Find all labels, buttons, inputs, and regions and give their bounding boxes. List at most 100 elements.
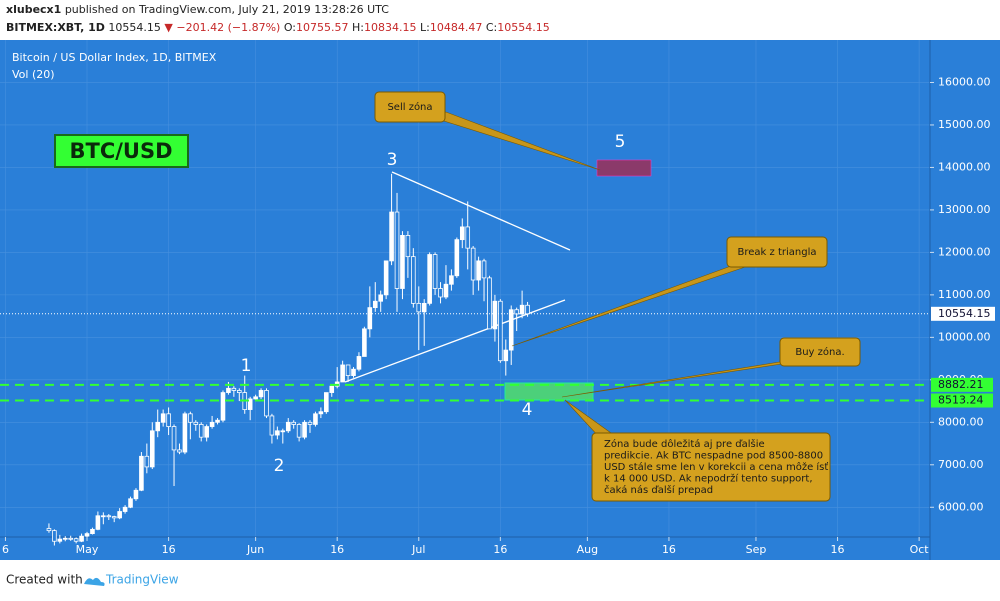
candle-body [68,537,74,540]
candle-body [459,226,465,241]
plot [0,173,930,546]
candle-body [111,516,117,519]
candle-body [351,368,356,376]
candle-body [492,300,498,330]
candle-body [57,538,63,542]
candle-body [525,304,530,315]
candle-body [198,424,204,438]
candle-body [90,528,95,535]
author: xlubecx1 [6,3,61,16]
candle-body [285,421,291,432]
callout-text: Break z triangla [738,247,817,258]
candle-body [144,455,150,468]
candle-body [443,283,449,298]
x-tick-label: 16 [330,543,344,556]
x-tick-label: 16 [831,543,845,556]
callout-box [591,432,831,502]
candle-body [275,430,280,436]
candle-body [302,421,307,438]
candle-body [465,226,471,249]
grid [0,40,930,537]
candle-body [182,413,188,453]
candle-body [177,449,182,453]
wave-label: 5 [615,132,626,152]
candle-body [258,390,264,398]
y-tick-label: 10000.00 [938,330,991,343]
candle-body [519,304,525,315]
candle-body [117,511,122,519]
candle-body [73,538,79,542]
candle-body [411,256,416,304]
price-tag [931,306,995,321]
candle-body [449,275,454,285]
candle-body [432,254,438,289]
y-tick-label: 12000.00 [938,245,991,258]
last: 10554.15 [108,21,161,34]
wave-label: 1 [241,356,252,376]
candle-body [383,260,389,296]
callout-box [779,337,861,367]
candle-body [389,211,394,262]
note-line: čaká nás ďalší prepad [604,484,713,496]
candle-body [313,413,318,425]
x-tick-label: Jul [411,543,425,556]
wave-label: 4 [522,400,533,420]
wave-label: 3 [387,150,398,170]
btc-label: BTC/USD [69,139,172,163]
candle-body [503,349,509,362]
candle-body [160,413,166,423]
candle-body [405,235,411,258]
candle-body [215,419,220,423]
h-label: H: [352,21,364,34]
sell-zone [596,159,652,177]
note: Zóna bude dôležitá aj pre ďalšiepredikci… [604,438,828,496]
x-tick-label: 16 [493,543,507,556]
candle-body [220,392,226,421]
chart-title: Bitcoin / US Dollar Index, 1D, BITMEX [12,51,217,64]
candle-body [155,421,161,432]
candle-body [171,426,177,451]
y-tick-label: 15000.00 [938,118,991,131]
y-tick-label: 13000.00 [938,203,991,216]
candle-body [345,364,351,376]
y-tick-label: 16000.00 [938,75,991,88]
candle-body [84,533,90,537]
l-label: L: [420,21,430,34]
candle-body [247,398,253,410]
candle-body [231,387,237,391]
footer-brand: TradingView [105,573,179,587]
note-line: Zóna bude dôležitá aj pre ďalšie [604,438,765,450]
candle-body [166,413,171,427]
candle-body [106,515,112,518]
candle-body [362,328,367,357]
candle-body [329,385,335,393]
candle-body [356,356,362,370]
candle-body [498,300,503,362]
candle-body [487,277,492,330]
candle-body [438,288,443,298]
note-line: k 14 000 USD. Ak nepodrží tento support, [604,473,813,485]
l: 10484.47 [430,21,483,34]
candle-body [95,515,101,530]
ticker-line: BITMEX:XBT, 1D 10554.15 ▼ −201.42 (−1.87… [6,21,550,34]
candle-body [324,392,329,413]
price-label: 10554.15 [938,307,991,320]
callout-text: Buy zóna. [795,346,844,358]
level-tag [931,393,993,408]
candle-body [264,390,269,417]
candle-body [52,530,57,542]
level-label: 8513.24 [938,394,984,407]
candle-body [280,430,286,433]
candle-body [508,309,514,351]
candle-body [79,535,84,542]
c: 10554.15 [497,21,550,34]
o: 10755.57 [296,21,349,34]
candle-body [378,294,384,302]
published: published on TradingView.com, July 21, 2… [65,3,389,16]
footer-text: Created with [6,573,83,587]
x-tick-label: 6 [2,543,9,556]
tv-logo [84,577,105,586]
x-tick-label: 16 [662,543,676,556]
